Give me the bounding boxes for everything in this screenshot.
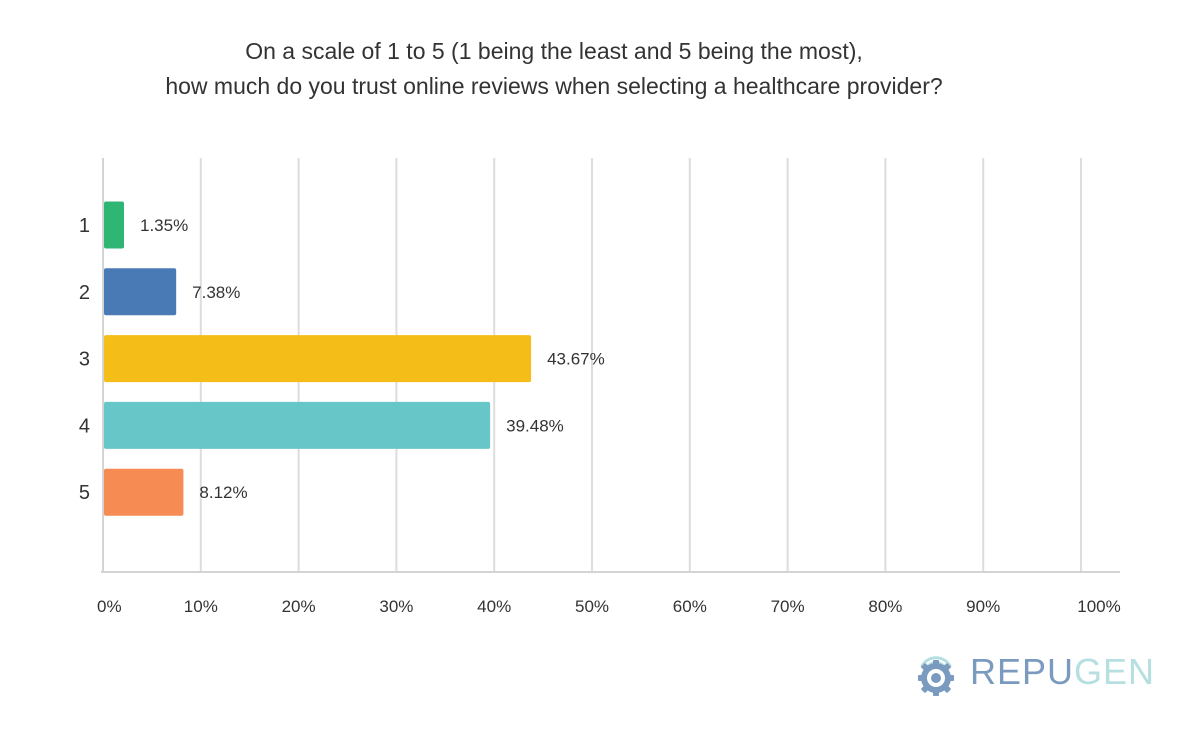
repugen-logo-icon xyxy=(908,644,964,700)
value-label-5: 8.12% xyxy=(199,483,247,502)
bar-5 xyxy=(104,469,183,516)
value-label-1: 1.35% xyxy=(140,216,188,235)
value-label-2: 7.38% xyxy=(192,283,240,302)
logo-text-gen: GEN xyxy=(1074,651,1155,692)
x-tick-label-10: 10% xyxy=(184,597,218,616)
x-tick-label-100: 100% xyxy=(1077,597,1120,616)
x-tick-label-90: 90% xyxy=(966,597,1000,616)
bar-1 xyxy=(104,202,124,249)
x-tick-label-70: 70% xyxy=(771,597,805,616)
x-tick-label-60: 60% xyxy=(673,597,707,616)
x-tick-label-30: 30% xyxy=(379,597,413,616)
category-label-5: 5 xyxy=(79,482,90,504)
chart-page: On a scale of 1 to 5 (1 being the least … xyxy=(0,0,1200,745)
value-label-4: 39.48% xyxy=(506,416,564,435)
bar-3 xyxy=(104,335,531,382)
bar-4 xyxy=(104,402,490,449)
bar-chart: 0% 10% 20% 30% 40% 50% 60% 70% 80% 90% 100% 1 1.35% 2… xyxy=(0,0,1200,745)
category-label-2: 2 xyxy=(79,282,90,304)
category-label-3: 3 xyxy=(79,349,90,371)
value-label-3: 43.67% xyxy=(547,350,605,369)
repugen-logo: REPUGEN xyxy=(908,644,1148,704)
repugen-logo-text: REPUGEN xyxy=(970,650,1155,694)
category-label-1: 1 xyxy=(79,215,90,237)
x-tick-label-40: 40% xyxy=(477,597,511,616)
bar-2 xyxy=(104,268,176,315)
category-label-4: 4 xyxy=(79,415,90,437)
x-tick-label-20: 20% xyxy=(282,597,316,616)
x-tick-label-0: 0% xyxy=(97,597,122,616)
logo-text-repu: REPU xyxy=(970,651,1074,692)
x-tick-label-80: 80% xyxy=(868,597,902,616)
x-tick-label-50: 50% xyxy=(575,597,609,616)
